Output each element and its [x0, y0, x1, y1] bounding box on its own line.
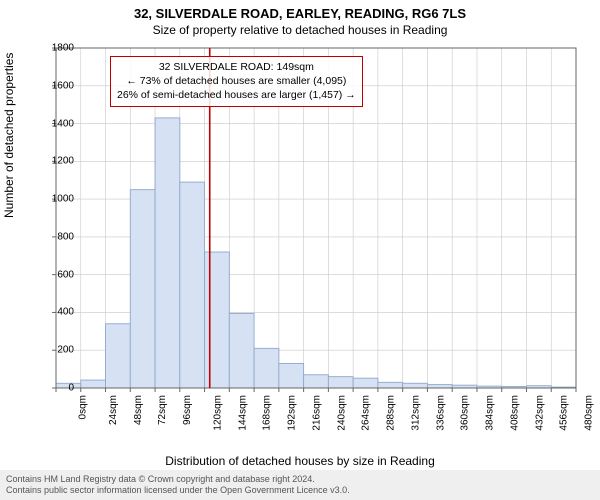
x-tick-label: 288sqm	[386, 395, 397, 431]
y-tick-label: 600	[44, 269, 74, 280]
x-tick-label: 432sqm	[534, 395, 545, 431]
annotation-line-3: 26% of semi-detached houses are larger (…	[117, 88, 356, 102]
y-tick-label: 200	[44, 345, 74, 356]
annotation-line-1: 32 SILVERDALE ROAD: 149sqm	[117, 60, 356, 74]
y-tick-label: 1400	[44, 118, 74, 129]
x-tick-label: 144sqm	[237, 395, 248, 431]
chart-container: 32, SILVERDALE ROAD, EARLEY, READING, RG…	[0, 0, 600, 500]
x-tick-label: 24sqm	[108, 395, 119, 425]
x-tick-label: 216sqm	[311, 395, 322, 431]
y-tick-label: 800	[44, 231, 74, 242]
footer-line-1: Contains HM Land Registry data © Crown c…	[6, 474, 594, 485]
y-tick-label: 1600	[44, 80, 74, 91]
x-axis-label: Distribution of detached houses by size …	[0, 454, 600, 468]
x-tick-label: 48sqm	[133, 395, 144, 425]
footer-line-2: Contains public sector information licen…	[6, 485, 594, 496]
x-tick-label: 264sqm	[361, 395, 372, 431]
y-tick-label: 1200	[44, 156, 74, 167]
y-tick-label: 0	[44, 383, 74, 394]
annotation-line-2: ← 73% of detached houses are smaller (4,…	[117, 74, 356, 88]
x-tick-label: 408sqm	[510, 395, 521, 431]
chart-title: 32, SILVERDALE ROAD, EARLEY, READING, RG…	[0, 0, 600, 21]
x-tick-label: 336sqm	[435, 395, 446, 431]
y-tick-label: 1800	[44, 43, 74, 54]
x-tick-label: 192sqm	[287, 395, 298, 431]
chart-subtitle: Size of property relative to detached ho…	[0, 21, 600, 37]
x-tick-label: 312sqm	[410, 395, 421, 431]
x-tick-label: 456sqm	[559, 395, 570, 431]
annotation-box: 32 SILVERDALE ROAD: 149sqm ← 73% of deta…	[110, 56, 363, 107]
y-tick-label: 1000	[44, 194, 74, 205]
x-tick-label: 480sqm	[584, 395, 595, 431]
x-tick-label: 120sqm	[212, 395, 223, 431]
x-tick-label: 168sqm	[262, 395, 273, 431]
y-axis-label: Number of detached properties	[2, 53, 16, 218]
x-tick-label: 72sqm	[157, 395, 168, 425]
y-tick-label: 400	[44, 307, 74, 318]
footer: Contains HM Land Registry data © Crown c…	[0, 470, 600, 500]
x-tick-label: 384sqm	[485, 395, 496, 431]
x-tick-label: 240sqm	[336, 395, 347, 431]
x-tick-label: 96sqm	[182, 395, 193, 425]
x-tick-label: 360sqm	[460, 395, 471, 431]
x-tick-label: 0sqm	[77, 395, 88, 419]
